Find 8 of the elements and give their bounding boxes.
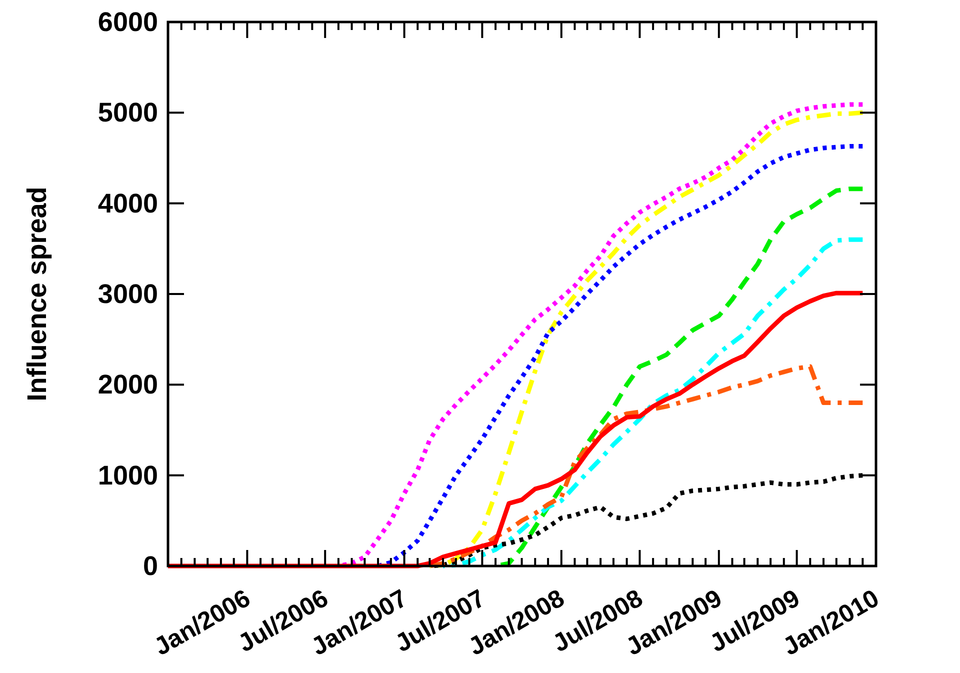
y-axis-title: Influence spread xyxy=(22,186,52,402)
y-tick-label: 6000 xyxy=(98,7,158,37)
y-tick-label: 1000 xyxy=(98,460,158,490)
y-tick-label: 4000 xyxy=(98,188,158,218)
y-tick-label: 3000 xyxy=(98,279,158,309)
y-tick-label: 5000 xyxy=(98,98,158,128)
y-tick-label: 2000 xyxy=(98,370,158,400)
y-tick-label: 0 xyxy=(142,551,158,581)
